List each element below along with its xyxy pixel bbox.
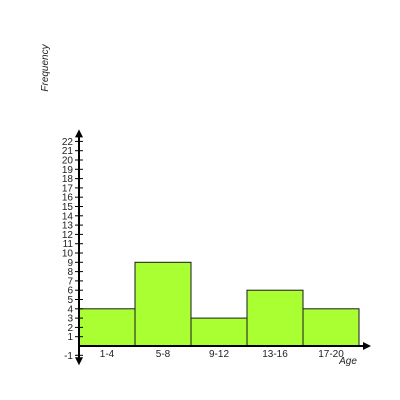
x-tick-label: 13-16: [262, 349, 288, 360]
bar-1-4: [78, 308, 136, 347]
x-ticks-group: 1-4 5-8 9-12 13-16 17-20: [100, 349, 344, 360]
bar-5-8: [134, 261, 192, 347]
bar-17-20: [302, 308, 360, 347]
y-axis-arrow-down-icon: [75, 357, 83, 366]
y-axis-arrow-up-icon: [75, 129, 83, 138]
y-axis-title: Frequency: [40, 43, 51, 91]
x-axis-title: Age: [338, 356, 357, 367]
y-tick-label: 22: [62, 137, 74, 148]
y-tick-label: -1: [64, 351, 73, 362]
y-tick-label: 4: [67, 304, 73, 315]
x-tick-label: 1-4: [100, 349, 115, 360]
y-tick-label: 6: [67, 286, 73, 297]
y-tick-label: 3: [67, 314, 73, 325]
y-tick-label: 15: [62, 202, 74, 213]
x-axis-arrow-icon: [363, 342, 371, 350]
y-tick-label: 16: [62, 193, 74, 204]
y-tick-label: 8: [67, 267, 73, 278]
y-tick-label: 10: [62, 249, 74, 260]
y-tick-label: 14: [62, 211, 74, 222]
y-tick-label: 1: [67, 332, 73, 343]
y-tick-label: 12: [62, 230, 74, 241]
bar-9-12: [190, 317, 248, 347]
axes-group: [75, 129, 371, 366]
y-tick-label: 17: [62, 183, 74, 194]
x-tick-label: 5-8: [156, 349, 171, 360]
y-tick-label: 18: [62, 174, 74, 185]
y-tick-label: 11: [63, 239, 74, 250]
bars-group: [78, 261, 360, 347]
y-tick-label: 5: [67, 295, 73, 306]
y-tick-label: 19: [62, 165, 74, 176]
y-tick-label: 2: [67, 323, 73, 334]
y-tick-label: 7: [67, 276, 73, 287]
bar-13-16: [246, 289, 304, 347]
x-tick-label: 17-20: [318, 349, 344, 360]
x-tick-label: 9-12: [209, 349, 229, 360]
y-tick-label: 13: [62, 221, 74, 232]
y-tick-label: 20: [62, 156, 74, 167]
y-tick-label: 9: [67, 258, 73, 269]
y-tick-label: 21: [62, 146, 74, 157]
